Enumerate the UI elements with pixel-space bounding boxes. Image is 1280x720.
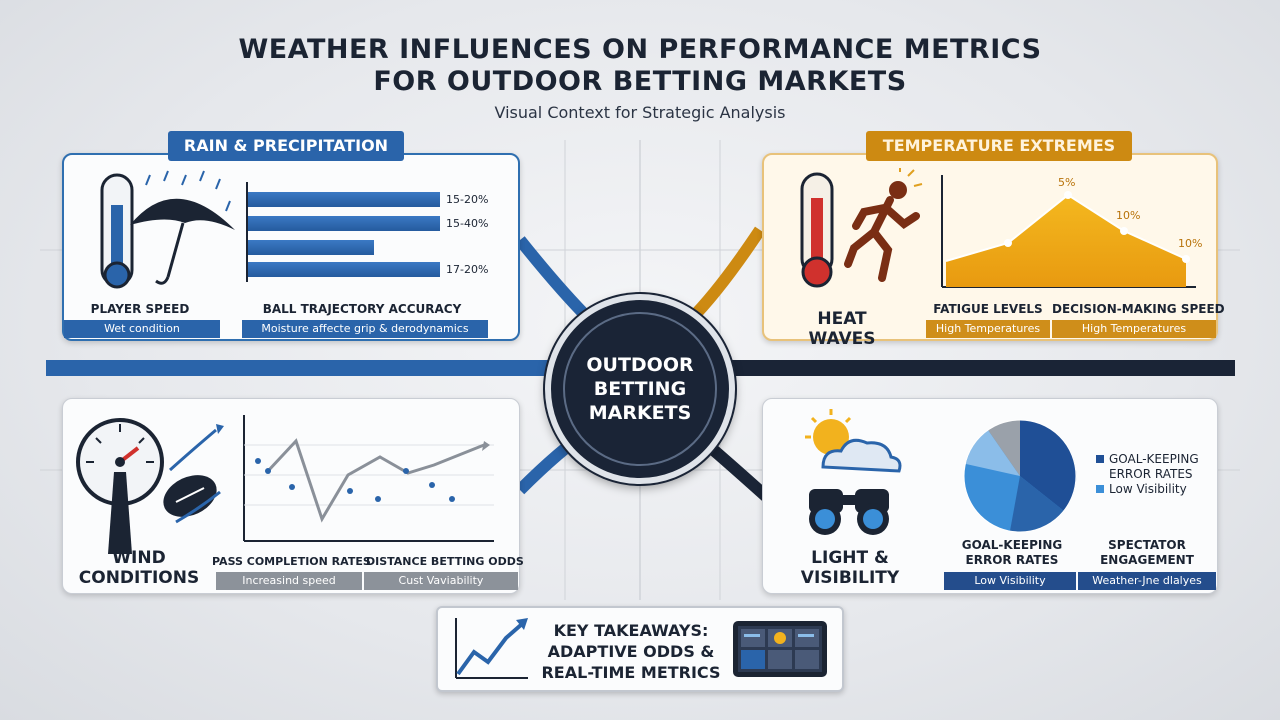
light-caption: LIGHT & VISIBILITY (782, 548, 918, 588)
rain-bar-label: 15-20% (446, 193, 489, 206)
rain-bar (248, 216, 440, 231)
wind-point (289, 484, 295, 490)
pie-legend: GOAL-KEEPING ERROR RATES Low Visibility (1096, 452, 1210, 497)
rain-label-ball-trajectory: BALL TRAJECTORY ACCURACY (262, 302, 462, 316)
pie-slice (1010, 476, 1064, 532)
wind-caption: WIND CONDITIONS (74, 548, 204, 588)
wind-point (429, 482, 435, 488)
pie-slice (966, 430, 1020, 476)
hub-circle: OUTDOOR BETTING MARKETS (545, 294, 735, 484)
rain-bar-chart: 15-20% 15-40% 17-20% (246, 182, 496, 282)
temperature-point (1064, 191, 1072, 199)
heat-waves-caption: HEAT WAVES (808, 309, 876, 349)
dashboard-tablet-icon (733, 621, 827, 677)
trend-chart-icon (455, 618, 528, 679)
temperature-point (1182, 255, 1190, 263)
temperature-point (1004, 239, 1012, 247)
wind-caption-line-2: CONDITIONS (78, 568, 200, 588)
temperature-strip-left: High Temperatures (926, 320, 1050, 338)
wind-label-distance-odds: DISTANCE BETTING ODDS (366, 555, 524, 568)
wind-point (255, 458, 261, 464)
temperature-point (1120, 227, 1128, 235)
takeaways-line-2: ADAPTIVE ODDS & (547, 642, 715, 661)
key-takeaways-text: KEY TAKEAWAYS: ADAPTIVE ODDS & REAL-TIME… (540, 620, 722, 683)
wind-caption-line-1: WIND (112, 548, 166, 568)
takeaways-line-3: REAL-TIME METRICS (541, 663, 721, 682)
light-caption-line-1: LIGHT & (811, 548, 889, 568)
title-line-2: FOR OUTDOOR BETTING MARKETS (373, 66, 907, 97)
pie-slice (988, 419, 1020, 476)
rain-strip-right: Moisture affecte grip & derodynamics (242, 320, 488, 338)
rain-bar (248, 240, 374, 255)
light-caption-line-2: VISIBILITY (800, 568, 900, 588)
rain-strip-left: Wet condition (64, 320, 220, 338)
rain-bar (248, 262, 440, 277)
wind-point (449, 496, 455, 502)
wind-line-chart (243, 415, 494, 542)
thermometer-runner-icon (800, 168, 923, 288)
wind-point (265, 468, 271, 474)
temperature-area-chart (941, 175, 1196, 288)
title-line-1: WEATHER INFLUENCES ON PERFORMANCE METRIC… (238, 34, 1042, 65)
rain-label-player-speed: PLAYER SPEED (90, 302, 190, 316)
temperature-strip-right: High Temperatures (1052, 320, 1216, 338)
rain-bar-label: 15-40% (446, 217, 489, 230)
hub-label: OUTDOOR BETTING MARKETS (563, 312, 717, 466)
temperature-label-decision: DECISION-MAKING SPEED (1052, 302, 1225, 316)
wind-strip-left: Increasind speed (216, 572, 362, 590)
wind-point (375, 496, 381, 502)
rain-tag: RAIN & PRECIPITATION (168, 131, 404, 161)
rain-bar-label: 17-20% (446, 263, 489, 276)
light-pie-chart (963, 419, 1077, 533)
wind-point (403, 468, 409, 474)
temperature-point-label: 5% (1058, 176, 1076, 189)
takeaways-line-1: KEY TAKEAWAYS: (553, 621, 709, 640)
light-label-spectator: SPECTATOR ENGAGEMENT (1100, 538, 1194, 567)
rain-bar (248, 192, 440, 207)
legend-item-low-visibility: Low Visibility (1096, 482, 1210, 497)
temperature-point-label: 10% (1116, 209, 1141, 222)
light-strip-right: Weather-Jne dlalyes (1078, 572, 1216, 590)
hub-line-2: BETTING (593, 378, 687, 400)
legend-item-error-rates: GOAL-KEEPING (1096, 452, 1210, 467)
wind-point (347, 488, 353, 494)
temperature-point-label: 10% (1178, 237, 1203, 250)
wind-gauge-football-icon (76, 418, 224, 554)
pie-slice (1020, 419, 1077, 511)
temperature-tag: TEMPERATURE EXTREMES (866, 131, 1132, 161)
page-subtitle: Visual Context for Strategic Analysis (494, 103, 786, 122)
page-title: WEATHER INFLUENCES ON PERFORMANCE METRIC… (0, 34, 1280, 98)
thermometer-umbrella-icon (100, 170, 235, 289)
legend-item-error-rates-line2: ERROR RATES (1109, 467, 1193, 481)
hub-line-1: OUTDOOR (586, 354, 694, 376)
hub-line-3: MARKETS (588, 402, 692, 424)
temperature-label-fatigue: FATIGUE LEVELS (933, 302, 1043, 316)
light-label-goalkeeping: GOAL-KEEPING ERROR RATES (961, 538, 1063, 567)
wind-strip-right: Cust Vaviability (364, 572, 518, 590)
sun-cloud-binoculars-icon (805, 409, 902, 535)
light-strip-left: Low Visibility (944, 572, 1076, 590)
wind-label-pass-completion: PASS COMPLETION RATES (212, 555, 371, 568)
